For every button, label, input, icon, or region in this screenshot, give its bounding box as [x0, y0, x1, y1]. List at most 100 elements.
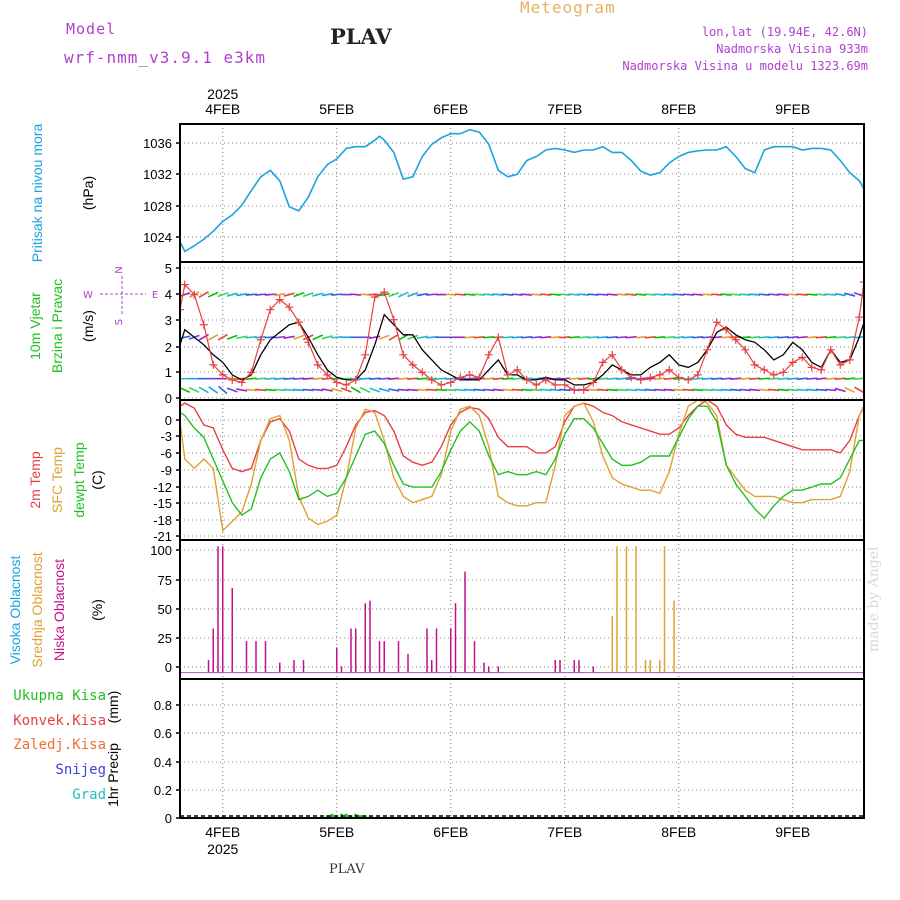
compass-west-label: W	[83, 290, 93, 301]
wind-arrow	[416, 388, 428, 392]
wind-arrow	[758, 377, 770, 380]
wind-arrow	[606, 377, 618, 380]
wind-arrow	[711, 335, 723, 339]
wind-arrow	[549, 388, 561, 392]
wind-arrow	[340, 387, 352, 393]
wind-arrow	[758, 388, 770, 392]
wind-arrow	[682, 293, 694, 296]
wind-gust-point	[845, 355, 854, 364]
wind-arrow	[578, 293, 590, 296]
wind-arrow	[844, 335, 856, 339]
wind-arrow	[825, 388, 837, 392]
precip-legend-item: Konvek.Kisa	[13, 713, 106, 729]
wind-arrow	[673, 388, 685, 392]
watermark: made by Angel	[866, 546, 882, 653]
wind-arrow	[720, 377, 732, 380]
wind-arrow	[188, 386, 200, 394]
wind-arrow	[711, 293, 723, 296]
temperature-tick-label: -6	[160, 446, 172, 461]
wind-arrow	[264, 293, 276, 296]
pressure-frame	[179, 123, 865, 263]
wind-arrow	[274, 377, 286, 380]
wind-arrow	[749, 293, 761, 296]
wind-arrow	[682, 388, 694, 392]
wind-tick-label: 1	[165, 365, 172, 380]
wind-arrow	[540, 335, 552, 339]
wind-arrow	[644, 388, 656, 392]
top-year-label: 2025	[207, 86, 238, 102]
wind-arrow	[511, 388, 523, 392]
wind-arrow	[464, 335, 476, 339]
wind-gust-point	[817, 365, 826, 374]
wind-gust-point	[399, 350, 408, 359]
bottom-date-label: 7FEB	[547, 824, 582, 840]
top-date-label: 9FEB	[775, 101, 810, 117]
model-label: Model	[66, 20, 117, 38]
wind-gust-point	[627, 373, 636, 382]
wind-gust-point	[456, 373, 465, 382]
wind-arrow	[796, 388, 808, 392]
wind-arrow	[226, 334, 238, 340]
wind-arrow	[559, 377, 571, 380]
wind-arrow	[492, 388, 504, 392]
wind-arrow	[502, 293, 514, 296]
wind-gust-point	[446, 378, 455, 387]
wind-gust-point	[275, 295, 284, 304]
wind-arrow	[777, 293, 789, 296]
wind-arrow	[834, 335, 846, 339]
wind-arrow	[559, 335, 571, 339]
wind-arrow	[739, 377, 751, 380]
precip-legend-item: Ukupna Kisa	[13, 688, 106, 704]
wind-arrow	[502, 335, 514, 339]
wind-arrow	[758, 335, 770, 339]
precip-bar	[344, 813, 348, 818]
wind-gust-point	[209, 360, 218, 369]
wind-tick-label: 3	[165, 313, 172, 328]
wind-arrow	[625, 293, 637, 296]
wind-arrow	[445, 388, 457, 392]
wind-arrow	[587, 388, 599, 392]
wind-gust-point	[703, 345, 712, 354]
station-title: PLAV	[330, 24, 392, 49]
wind-arrow	[673, 293, 685, 296]
wind-arrow	[616, 293, 628, 296]
wind-arrow	[454, 293, 466, 296]
wind-arrow	[302, 388, 314, 392]
wind-arrow	[245, 388, 257, 392]
wind-arrow	[321, 335, 333, 340]
wind-gust-point	[798, 353, 807, 362]
wind-arrow	[217, 333, 228, 341]
wind-arrow	[834, 292, 846, 297]
wind-gust-point	[693, 370, 702, 379]
wind-arrow	[312, 388, 324, 392]
wind-arrow	[711, 388, 723, 392]
wind-gust-point	[855, 313, 864, 322]
wind-gust-point	[437, 380, 446, 389]
wind-arrow	[359, 293, 371, 296]
wind-gust-point	[323, 370, 332, 379]
wind-arrow	[806, 377, 818, 380]
wind-gust-point	[380, 288, 389, 297]
wind-arrow	[397, 291, 409, 298]
wind-arrow	[388, 377, 400, 380]
wind-arrow	[720, 388, 732, 392]
wind-gust-point	[617, 365, 626, 374]
wind-arrow	[606, 388, 618, 392]
wind-arrow	[312, 334, 324, 341]
chart-text-layer: 1024 1028 1032 1036 0 1 2 3 4 5 -21-18 -15-12 -9 -6 -3…	[7, 86, 810, 857]
wind-gust-point	[541, 375, 550, 384]
wind-arrow	[578, 335, 590, 339]
wind-arrow	[359, 377, 371, 380]
wind-gust-point	[361, 350, 370, 359]
wind-arrow	[521, 388, 533, 392]
wind-arrow	[777, 377, 789, 380]
wind-gust-point	[731, 335, 740, 344]
wind-arrow	[806, 388, 818, 392]
wind-arrow	[397, 388, 409, 392]
wind-arrow	[701, 335, 713, 339]
wind-arrow	[834, 387, 846, 393]
wind-arrow	[245, 293, 257, 296]
precip-tick-label: 0.4	[154, 755, 172, 770]
wind-arrow	[179, 386, 191, 394]
model-altitude-text: Nadmorska Visina u modelu 1323.69m	[622, 59, 868, 73]
